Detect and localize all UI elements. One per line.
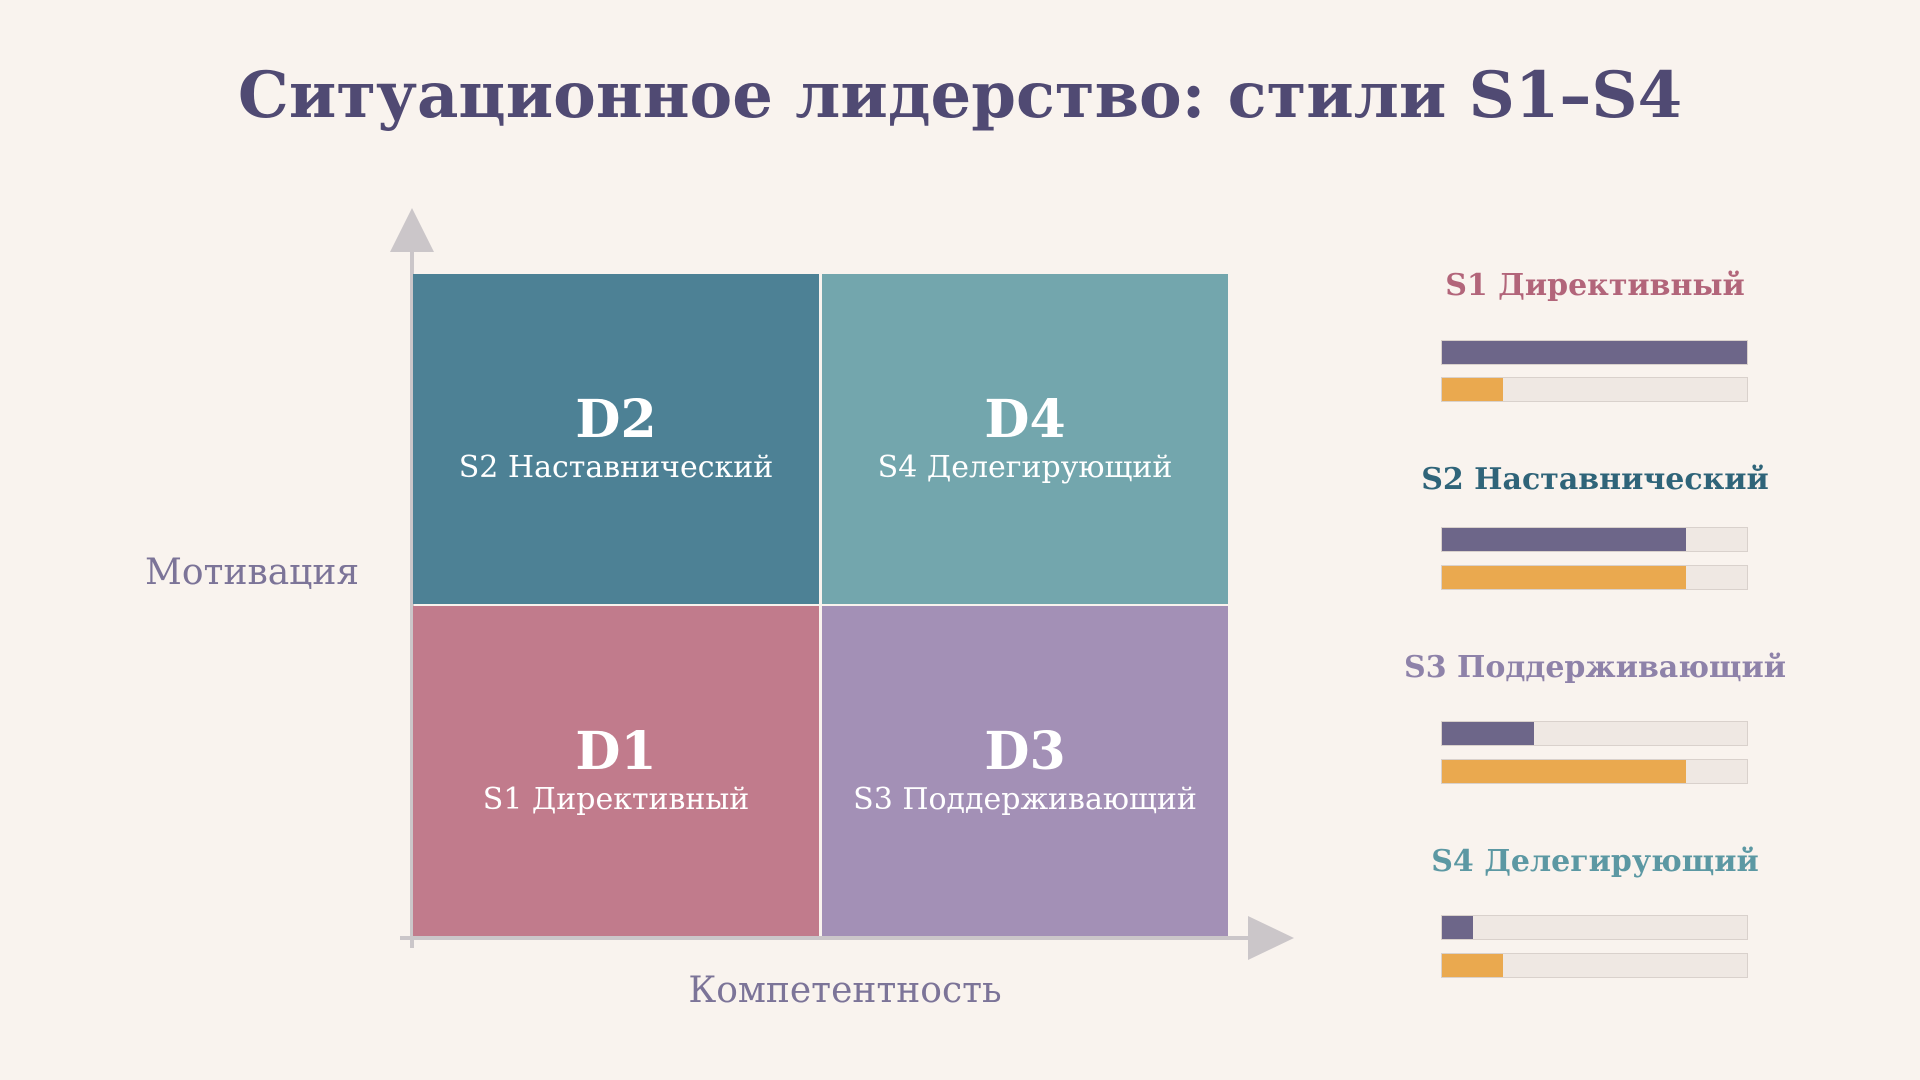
quadrant-code: D2 <box>575 389 657 450</box>
directive-bar-s1 <box>1441 340 1748 365</box>
directive-bar-s3 <box>1441 721 1748 746</box>
directive-bar-fill <box>1442 722 1534 745</box>
quadrant-d3: D3 S3 Поддерживающий <box>822 606 1228 936</box>
x-axis-label: Компетентность <box>688 970 1002 1011</box>
legend-title-s4: S4 Делегирующий <box>1431 844 1759 879</box>
support-bar-fill <box>1442 954 1503 977</box>
y-axis-label: Мотивация <box>145 552 360 593</box>
quadrant-code: D1 <box>575 721 657 782</box>
support-bar-s1 <box>1441 377 1748 402</box>
directive-bar-fill <box>1442 528 1686 551</box>
support-bar-fill <box>1442 760 1686 783</box>
directive-bar-fill <box>1442 916 1473 939</box>
y-axis-arrow-icon <box>390 208 434 252</box>
directive-bar-s4 <box>1441 915 1748 940</box>
quadrant-style: S3 Поддерживающий <box>853 782 1197 817</box>
directive-bar-s2 <box>1441 527 1748 552</box>
support-bar-fill <box>1442 378 1503 401</box>
quadrant-d2: D2 S2 Наставнический <box>413 274 819 604</box>
page-title: Ситуационное лидерство: стили S1–S4 <box>237 58 1683 133</box>
x-axis-arrow-icon <box>1248 916 1294 960</box>
support-bar-s2 <box>1441 565 1748 590</box>
legend-title-s3: S3 Поддерживающий <box>1404 650 1786 685</box>
quadrant-style: S1 Директивный <box>482 782 750 817</box>
quadrant-style: S4 Делегирующий <box>877 450 1173 485</box>
quadrant-d1: D1 S1 Директивный <box>413 606 819 936</box>
quadrant-style: S2 Наставнический <box>458 450 774 485</box>
support-bar-fill <box>1442 566 1686 589</box>
legend-title-s1: S1 Директивный <box>1445 268 1745 303</box>
quadrant-code: D3 <box>984 721 1066 782</box>
directive-bar-fill <box>1442 341 1747 364</box>
quadrant-code: D4 <box>984 389 1066 450</box>
quadrant-d4: D4 S4 Делегирующий <box>822 274 1228 604</box>
legend-title-s2: S2 Наставнический <box>1421 462 1769 497</box>
support-bar-s4 <box>1441 953 1748 978</box>
support-bar-s3 <box>1441 759 1748 784</box>
